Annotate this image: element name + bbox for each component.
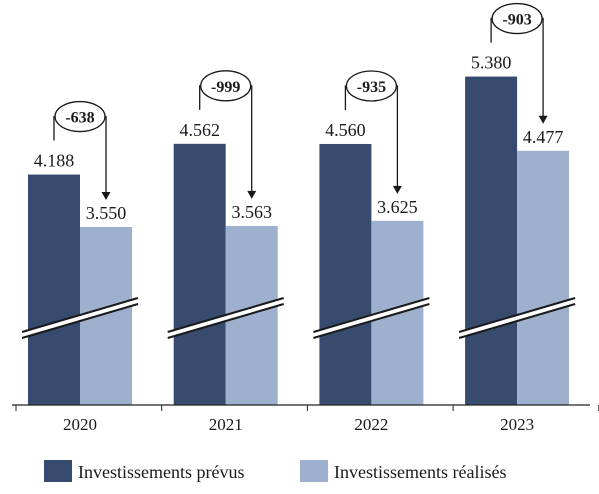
bar-planned-2020: [28, 174, 80, 405]
axis-break-line-lower-2020: [21, 303, 139, 339]
x-tick-label-2020: 2020: [63, 415, 97, 434]
legend-label-realized: Investissements réalisés: [334, 462, 506, 482]
x-tick-label-2021: 2021: [209, 415, 243, 434]
difference-bubble-2021: [200, 70, 252, 102]
axis-break-line-upper-2021: [167, 297, 284, 333]
value-label-planned-2021: 4.562: [179, 120, 220, 140]
axis-break-line-lower-2021: [167, 303, 284, 339]
x-tick-label-2023: 2023: [500, 415, 534, 434]
value-label-realized-2023: 4.477: [523, 127, 564, 147]
difference-bubble-2023: [491, 2, 543, 35]
bar-planned-2021: [173, 143, 226, 405]
x-tick-labels: 2020 2021 2022 2023: [15, 405, 599, 434]
legend-swatch-planned: [44, 460, 72, 482]
difference-annotations: -638 -999 -935 -903: [53, 2, 548, 200]
difference-bubble-2022: [345, 70, 398, 102]
bars-layer: [28, 76, 570, 405]
bar-planned-2022: [319, 143, 372, 405]
legend-swatch-realized: [300, 460, 328, 482]
axis-break-gap-2022: [313, 298, 430, 338]
value-labels: 4.188 3.550 4.562 3.563 4.560 3.625 5.380 4.477: [34, 53, 564, 223]
value-label-planned-2023: 5.380: [471, 53, 512, 73]
bar-realized-2023: [517, 150, 570, 405]
legend: Investissements prévus Investissements r…: [44, 460, 506, 482]
difference-arrow-2021: [247, 190, 257, 199]
difference-label-2022: -935: [357, 79, 386, 96]
difference-arrow-2020: [101, 192, 111, 200]
difference-arrow-2022: [392, 185, 402, 194]
bar-planned-2023: [465, 76, 518, 405]
x-tick-label-2022: 2022: [354, 415, 388, 434]
axis-break-line-lower-2023: [458, 303, 576, 339]
value-label-realized-2021: 3.563: [231, 202, 272, 222]
value-label-realized-2020: 3.550: [86, 203, 127, 223]
axis-break-line-upper-2022: [313, 297, 430, 333]
axis-break-gap-2021: [167, 298, 284, 338]
axis-breaks: [21, 297, 576, 339]
difference-label-2020: -638: [65, 110, 94, 127]
difference-label-2023: -903: [502, 12, 531, 29]
axis-break-gap-2020: [22, 298, 138, 338]
difference-label-2021: -999: [211, 79, 240, 96]
axis-break-line-upper-2020: [21, 297, 139, 333]
difference-bubble-2020: [54, 100, 106, 133]
value-label-planned-2022: 4.560: [325, 120, 366, 140]
legend-label-planned: Investissements prévus: [78, 462, 244, 482]
difference-arrow-2023: [538, 115, 548, 124]
value-label-realized-2022: 3.625: [377, 197, 418, 217]
axis-break-line-lower-2022: [313, 303, 430, 339]
axis-break-line-upper-2023: [458, 297, 576, 333]
value-label-planned-2020: 4.188: [34, 151, 75, 171]
axis-break-gap-2023: [459, 298, 576, 338]
